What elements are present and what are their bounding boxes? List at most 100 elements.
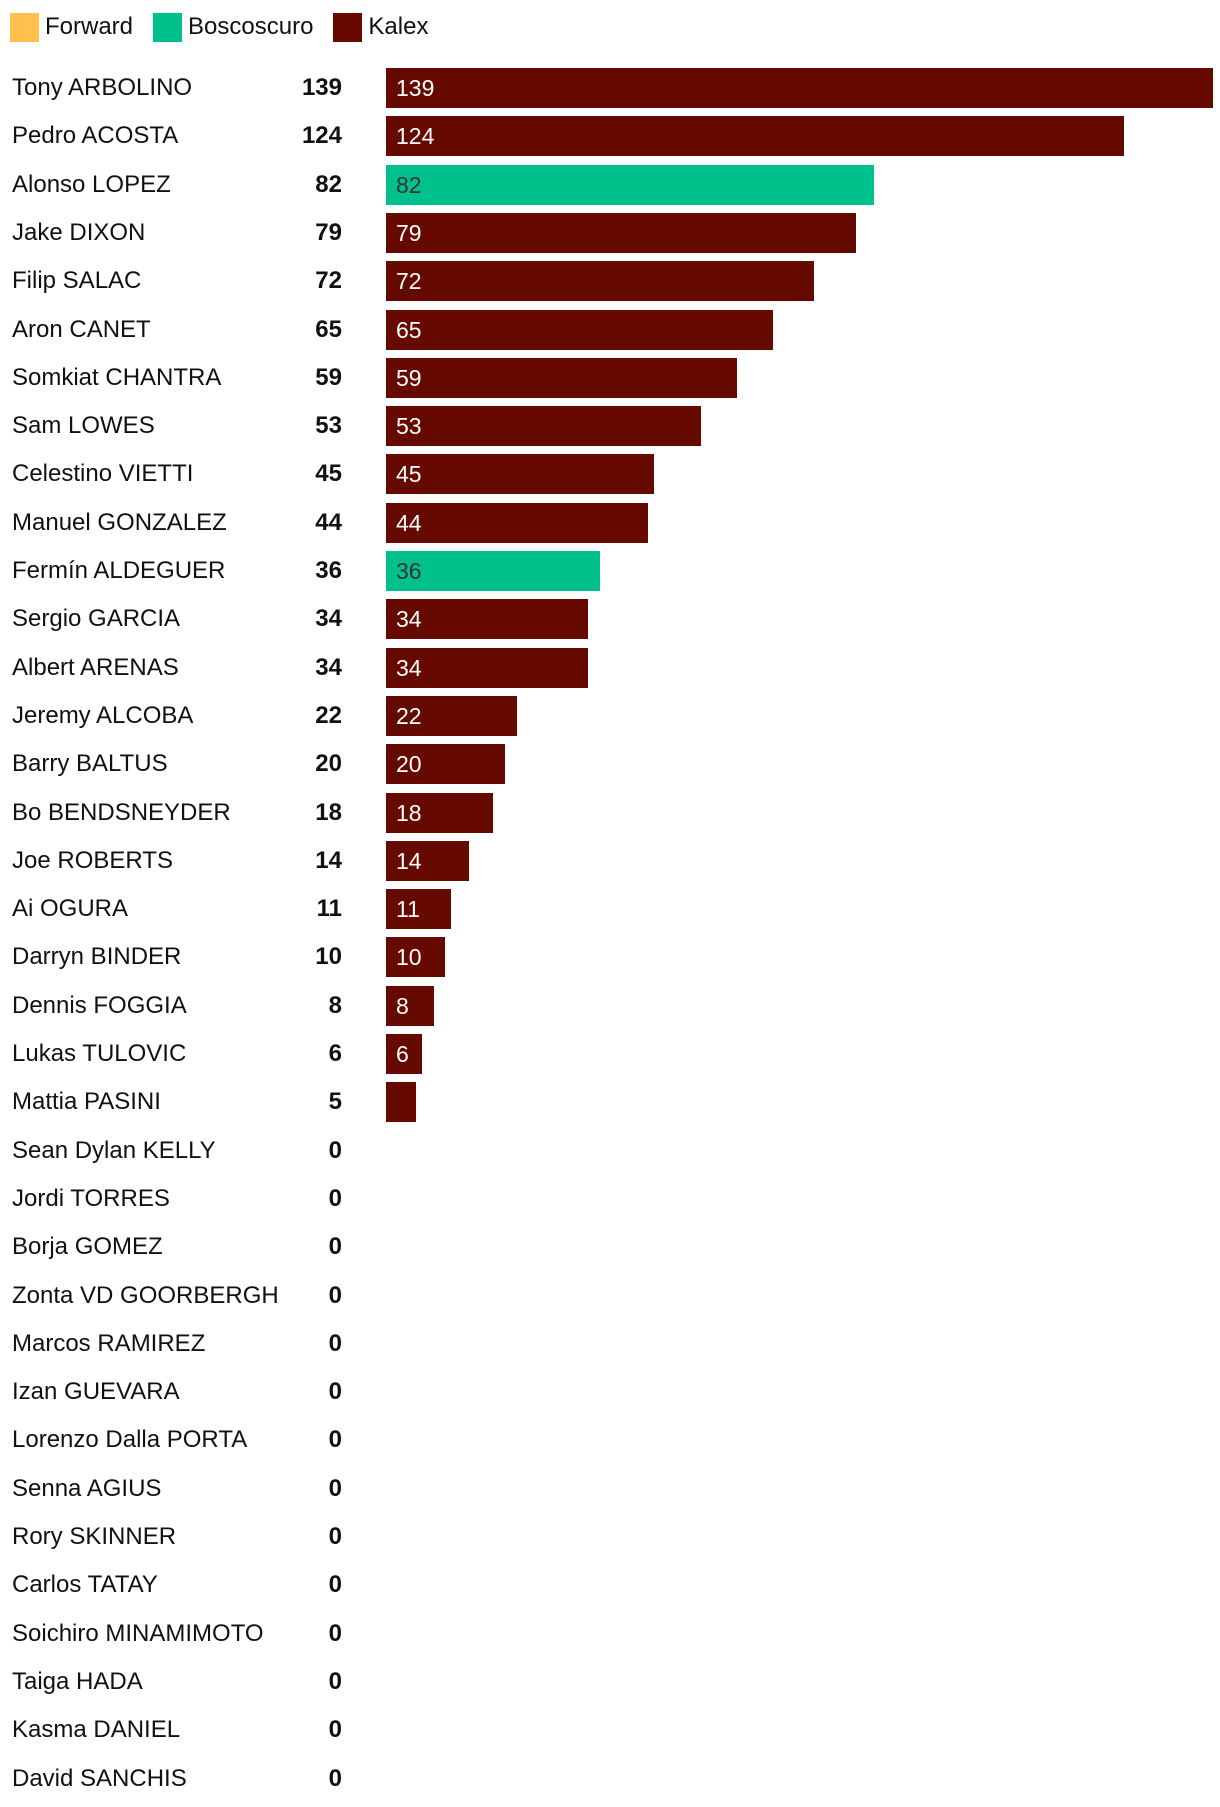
bar-data-label: 6: [396, 1041, 409, 1067]
points-value: 0: [328, 1619, 342, 1647]
bar: 22: [386, 695, 517, 736]
chart-row: Sam LOWES 53 53: [0, 406, 1220, 454]
chart-row: Barry BALTUS 20 20: [0, 744, 1220, 792]
category-label: Marcos RAMIREZ: [12, 1329, 206, 1357]
chart-row: Mattia PASINI 5: [0, 1082, 1220, 1130]
chart-row: Filip SALAC 72 72: [0, 261, 1220, 309]
category-label: Zonta VD GOORBERGH: [12, 1281, 279, 1309]
points-value: 82: [315, 170, 342, 198]
category-label: Manuel GONZALEZ: [12, 508, 227, 536]
points-value: 8: [328, 991, 342, 1019]
points-value: 5: [328, 1088, 342, 1116]
category-label: Alonso LOPEZ: [12, 170, 171, 198]
chart-row: Carlos TATAY 0: [0, 1565, 1220, 1613]
bar-data-label: 8: [396, 992, 409, 1019]
bar: 20: [386, 744, 505, 785]
points-value: 6: [328, 1040, 342, 1067]
chart-row: Fermín ALDEGUER 36 36: [0, 551, 1220, 599]
points-value: 0: [328, 1764, 342, 1792]
bar: 18: [386, 792, 494, 833]
bar-data-label: 79: [396, 219, 422, 246]
chart-row: Tony ARBOLINO 139 139: [0, 68, 1220, 116]
points-value: 0: [328, 1136, 342, 1164]
bar: 10: [386, 937, 446, 978]
points-value: 0: [328, 1523, 342, 1550]
category-label: Izan GUEVARA: [12, 1378, 180, 1406]
points-value: 139: [301, 74, 342, 101]
category-label: Dennis FOGGIA: [12, 991, 187, 1019]
bar: 139: [386, 68, 1213, 108]
bar: 36: [386, 551, 601, 591]
chart-row: Ai OGURA 11 11: [0, 889, 1220, 937]
bar-data-label: 11: [396, 896, 420, 923]
bar-data-label: 139: [396, 75, 435, 101]
chart-row: Senna AGIUS 0: [0, 1469, 1220, 1517]
bar-data-label: 22: [396, 702, 422, 729]
category-label: Celestino VIETTI: [12, 460, 194, 488]
points-value: 11: [316, 895, 342, 923]
legend-item: Forward: [10, 12, 133, 42]
bar-data-label: 36: [396, 558, 422, 584]
category-label: Joe ROBERTS: [12, 846, 173, 874]
points-value: 0: [328, 1378, 342, 1406]
bar-data-label: 34: [396, 654, 422, 681]
points-value: 34: [315, 605, 342, 633]
chart-row: Jordi TORRES 0: [0, 1179, 1220, 1227]
chart-row: Taiga HADA 0: [0, 1662, 1220, 1710]
points-value: 20: [315, 750, 342, 778]
bar-data-label: 34: [396, 606, 422, 633]
chart-row: Zonta VD GOORBERGH 0: [0, 1276, 1220, 1324]
points-value: 0: [328, 1474, 342, 1502]
category-label: Jake DIXON: [12, 218, 146, 246]
category-label: Mattia PASINI: [12, 1088, 161, 1116]
points-value: 22: [315, 701, 342, 729]
bar: 44: [386, 502, 648, 543]
category-label: Lukas TULOVIC: [12, 1040, 187, 1067]
bar: 45: [386, 454, 654, 495]
category-label: Tony ARBOLINO: [12, 74, 193, 101]
points-value: 65: [315, 315, 342, 343]
points-value: 0: [328, 1233, 342, 1261]
chart-row: Celestino VIETTI 45 45: [0, 454, 1220, 502]
chart-row: Pedro ACOSTA 124 124: [0, 116, 1220, 164]
bar: 14: [386, 840, 470, 881]
points-value: 34: [315, 653, 342, 681]
category-label: Somkiat CHANTRA: [12, 363, 222, 391]
category-label: Jordi TORRES: [12, 1184, 170, 1212]
bar: 65: [386, 309, 773, 350]
bar-data-label: 65: [396, 316, 422, 343]
category-label: Lorenzo Dalla PORTA: [12, 1426, 248, 1454]
bar-data-label: 53: [396, 413, 422, 440]
points-value: 0: [328, 1281, 342, 1309]
bar: 59: [386, 357, 738, 398]
chart-row: Sean Dylan KELLY 0: [0, 1131, 1220, 1179]
bar-data-label: 45: [396, 461, 422, 488]
points-value: 18: [315, 798, 342, 826]
legend-swatch: [333, 12, 363, 42]
bar-data-label: 10: [396, 944, 422, 971]
points-value: 14: [315, 846, 342, 874]
category-label: Kasma DANIEL: [12, 1716, 181, 1744]
bar: 72: [386, 261, 815, 302]
points-value: 44: [315, 508, 342, 536]
bar: 8: [386, 985, 434, 1026]
chart-row: Lorenzo Dalla PORTA 0: [0, 1420, 1220, 1468]
category-label: Carlos TATAY: [12, 1571, 158, 1599]
category-label: Sean Dylan KELLY: [12, 1136, 216, 1164]
chart-row: Soichiro MINAMIMOTO 0: [0, 1614, 1220, 1662]
category-label: Senna AGIUS: [12, 1474, 162, 1502]
category-label: David SANCHIS: [12, 1764, 187, 1792]
points-value: 0: [328, 1716, 342, 1744]
chart-row: Bo BENDSNEYDER 18 18: [0, 792, 1220, 841]
points-value: 0: [328, 1426, 342, 1454]
bar-data-label: 124: [396, 123, 435, 150]
category-label: Sam LOWES: [12, 412, 155, 440]
bar-data-label: 82: [396, 171, 422, 198]
bar: 82: [386, 164, 874, 205]
category-label: Sergio GARCIA: [12, 605, 181, 633]
chart-row: Manuel GONZALEZ 44 44: [0, 502, 1220, 551]
category-label: Aron CANET: [12, 315, 151, 343]
chart-row: Kasma DANIEL 0: [0, 1710, 1220, 1758]
bar: 124: [386, 116, 1124, 157]
